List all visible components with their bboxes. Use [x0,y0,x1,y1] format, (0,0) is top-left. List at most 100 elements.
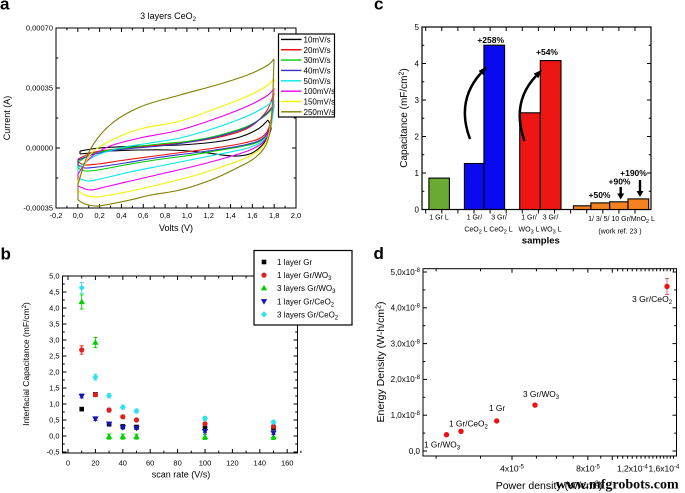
svg-text:1 Gr/WO3: 1 Gr/WO3 [424,440,461,452]
svg-text:1/ 3/ 5/ 10 Gr/MnO2 L: 1/ 3/ 5/ 10 Gr/MnO2 L [588,216,655,225]
svg-text:-0,5: -0,5 [47,448,60,457]
svg-text:150mV/s: 150mV/s [304,98,336,107]
svg-text:1 Gr L: 1 Gr L [429,215,449,222]
svg-text:0,4: 0,4 [116,211,126,220]
svg-text:3 Gr/CeO2: 3 Gr/CeO2 [632,294,673,306]
svg-text:Energy Density (W-h/cm2): Energy Density (W-h/cm2) [375,302,387,423]
svg-text:0,0: 0,0 [73,211,83,220]
svg-text:0,00035: 0,00035 [26,84,53,93]
svg-text:4,5: 4,5 [49,288,59,297]
svg-text:0,0: 0,0 [409,447,421,456]
svg-text:60: 60 [146,459,154,468]
svg-text:1,0: 1,0 [49,400,59,409]
svg-text:4x10-5: 4x10-5 [500,464,524,474]
svg-text:8x10-5: 8x10-5 [576,464,600,474]
svg-text:5,0: 5,0 [49,272,59,281]
svg-text:2: 2 [415,132,420,141]
svg-text:160: 160 [281,459,294,468]
svg-text:1,2: 1,2 [204,211,214,220]
svg-text:80: 80 [173,459,181,468]
svg-text:2,0: 2,0 [49,368,59,377]
svg-text:3,5: 3,5 [49,320,59,329]
svg-text:-0,00035: -0,00035 [23,204,53,213]
svg-text:-0,2: -0,2 [50,211,63,220]
svg-text:Capacitance (mF/cm2): Capacitance (mF/cm2) [399,68,411,168]
svg-text:1,5: 1,5 [49,384,59,393]
svg-text:3 Gr/: 3 Gr/ [543,215,559,222]
svg-text:3,0: 3,0 [49,336,59,345]
svg-text:1: 1 [415,169,420,178]
svg-text:www.mfgrobots.com: www.mfgrobots.com [556,478,679,493]
svg-text:2,0: 2,0 [291,211,301,220]
svg-text:0,6: 0,6 [138,211,148,220]
svg-text:b: b [1,245,11,264]
svg-text:3,0x10-8: 3,0x10-8 [391,339,421,348]
svg-text:120: 120 [226,459,239,468]
svg-text:scan rate (V/s): scan rate (V/s) [152,470,211,480]
svg-text:a: a [0,0,10,14]
svg-text:0,2: 0,2 [94,211,104,220]
svg-text:4: 4 [415,59,420,68]
svg-text:1 Gr: 1 Gr [489,403,505,413]
svg-text:50mV/s: 50mV/s [304,77,331,86]
svg-text:CeO2 L: CeO2 L [464,227,487,236]
svg-text:2,0x10-8: 2,0x10-8 [391,375,421,384]
svg-text:1,4: 1,4 [225,211,235,220]
svg-text:5,0x10-8: 5,0x10-8 [391,268,421,277]
svg-text:40mV/s: 40mV/s [304,66,331,75]
svg-text:WO3 L: WO3 L [541,227,562,236]
svg-text:100: 100 [199,459,212,468]
svg-text:10mV/s: 10mV/s [304,35,331,44]
svg-text:2,5: 2,5 [49,352,59,361]
svg-text:3 Gr/WO3: 3 Gr/WO3 [523,389,560,401]
svg-text:d: d [374,244,384,263]
svg-text:Current (A): Current (A) [2,96,12,141]
svg-text:0,5: 0,5 [49,416,59,425]
svg-text:20mV/s: 20mV/s [304,46,331,55]
svg-text:4,0: 4,0 [49,304,59,313]
svg-text:c: c [374,0,383,14]
svg-text:+258%: +258% [477,35,504,45]
svg-text:+50%: +50% [589,190,611,200]
svg-text:WO3 L: WO3 L [519,227,540,236]
svg-text:1,2x10-4: 1,2x10-4 [617,464,649,474]
svg-text:40: 40 [119,459,127,468]
svg-text:1 layer Gr/WO3: 1 layer Gr/WO3 [277,271,332,282]
svg-text:140: 140 [254,459,267,468]
svg-text:30mV/s: 30mV/s [304,56,331,65]
svg-text:+54%: +54% [536,47,558,57]
svg-text:5: 5 [415,23,420,32]
svg-text:0,0: 0,0 [49,432,59,441]
svg-text:20: 20 [91,459,99,468]
svg-text:+90%: +90% [609,177,631,187]
svg-text:Power density (W/cm2): Power density (W/cm2) [496,480,603,492]
svg-text:1,0x10-8: 1,0x10-8 [391,411,421,420]
svg-text:+190%: +190% [620,168,647,178]
svg-text:100mV/s: 100mV/s [304,87,336,96]
svg-text:1 layer Gr: 1 layer Gr [277,258,312,267]
svg-text:1,6x10-4: 1,6x10-4 [648,464,680,474]
svg-text:0: 0 [66,459,70,468]
svg-text:250mV/s: 250mV/s [304,108,336,117]
svg-text:1,0: 1,0 [182,211,192,220]
svg-text:1 Gr/: 1 Gr/ [467,215,483,222]
svg-text:3 layers Gr/WO3: 3 layers Gr/WO3 [277,284,336,295]
svg-text:1 Gr/CeO2: 1 Gr/CeO2 [449,419,489,431]
svg-text:3 layers Gr/CeO2: 3 layers Gr/CeO2 [277,310,339,321]
svg-text:0,00070: 0,00070 [26,24,53,33]
svg-text:samples: samples [522,236,560,247]
svg-text:Volts (V): Volts (V) [159,223,193,233]
svg-text:1,8: 1,8 [269,211,279,220]
svg-text:4,0x10-8: 4,0x10-8 [391,304,421,313]
svg-text:3 Gr/: 3 Gr/ [491,215,507,222]
svg-text:3: 3 [415,96,420,105]
svg-text:1 layer Gr/CeO2: 1 layer Gr/CeO2 [277,297,335,308]
svg-text:(work ref. 23 ): (work ref. 23 ) [598,229,641,236]
svg-text:CeO2 L: CeO2 L [489,227,512,236]
svg-text:0: 0 [415,205,420,214]
svg-text:1 Gr/: 1 Gr/ [521,215,537,222]
svg-text:Interfacial Capacitance (mF/cm: Interfacial Capacitance (mF/cm2) [21,302,31,426]
svg-text:0,00000: 0,00000 [26,144,53,153]
svg-text:1,6: 1,6 [247,211,257,220]
svg-text:0,8: 0,8 [160,211,170,220]
